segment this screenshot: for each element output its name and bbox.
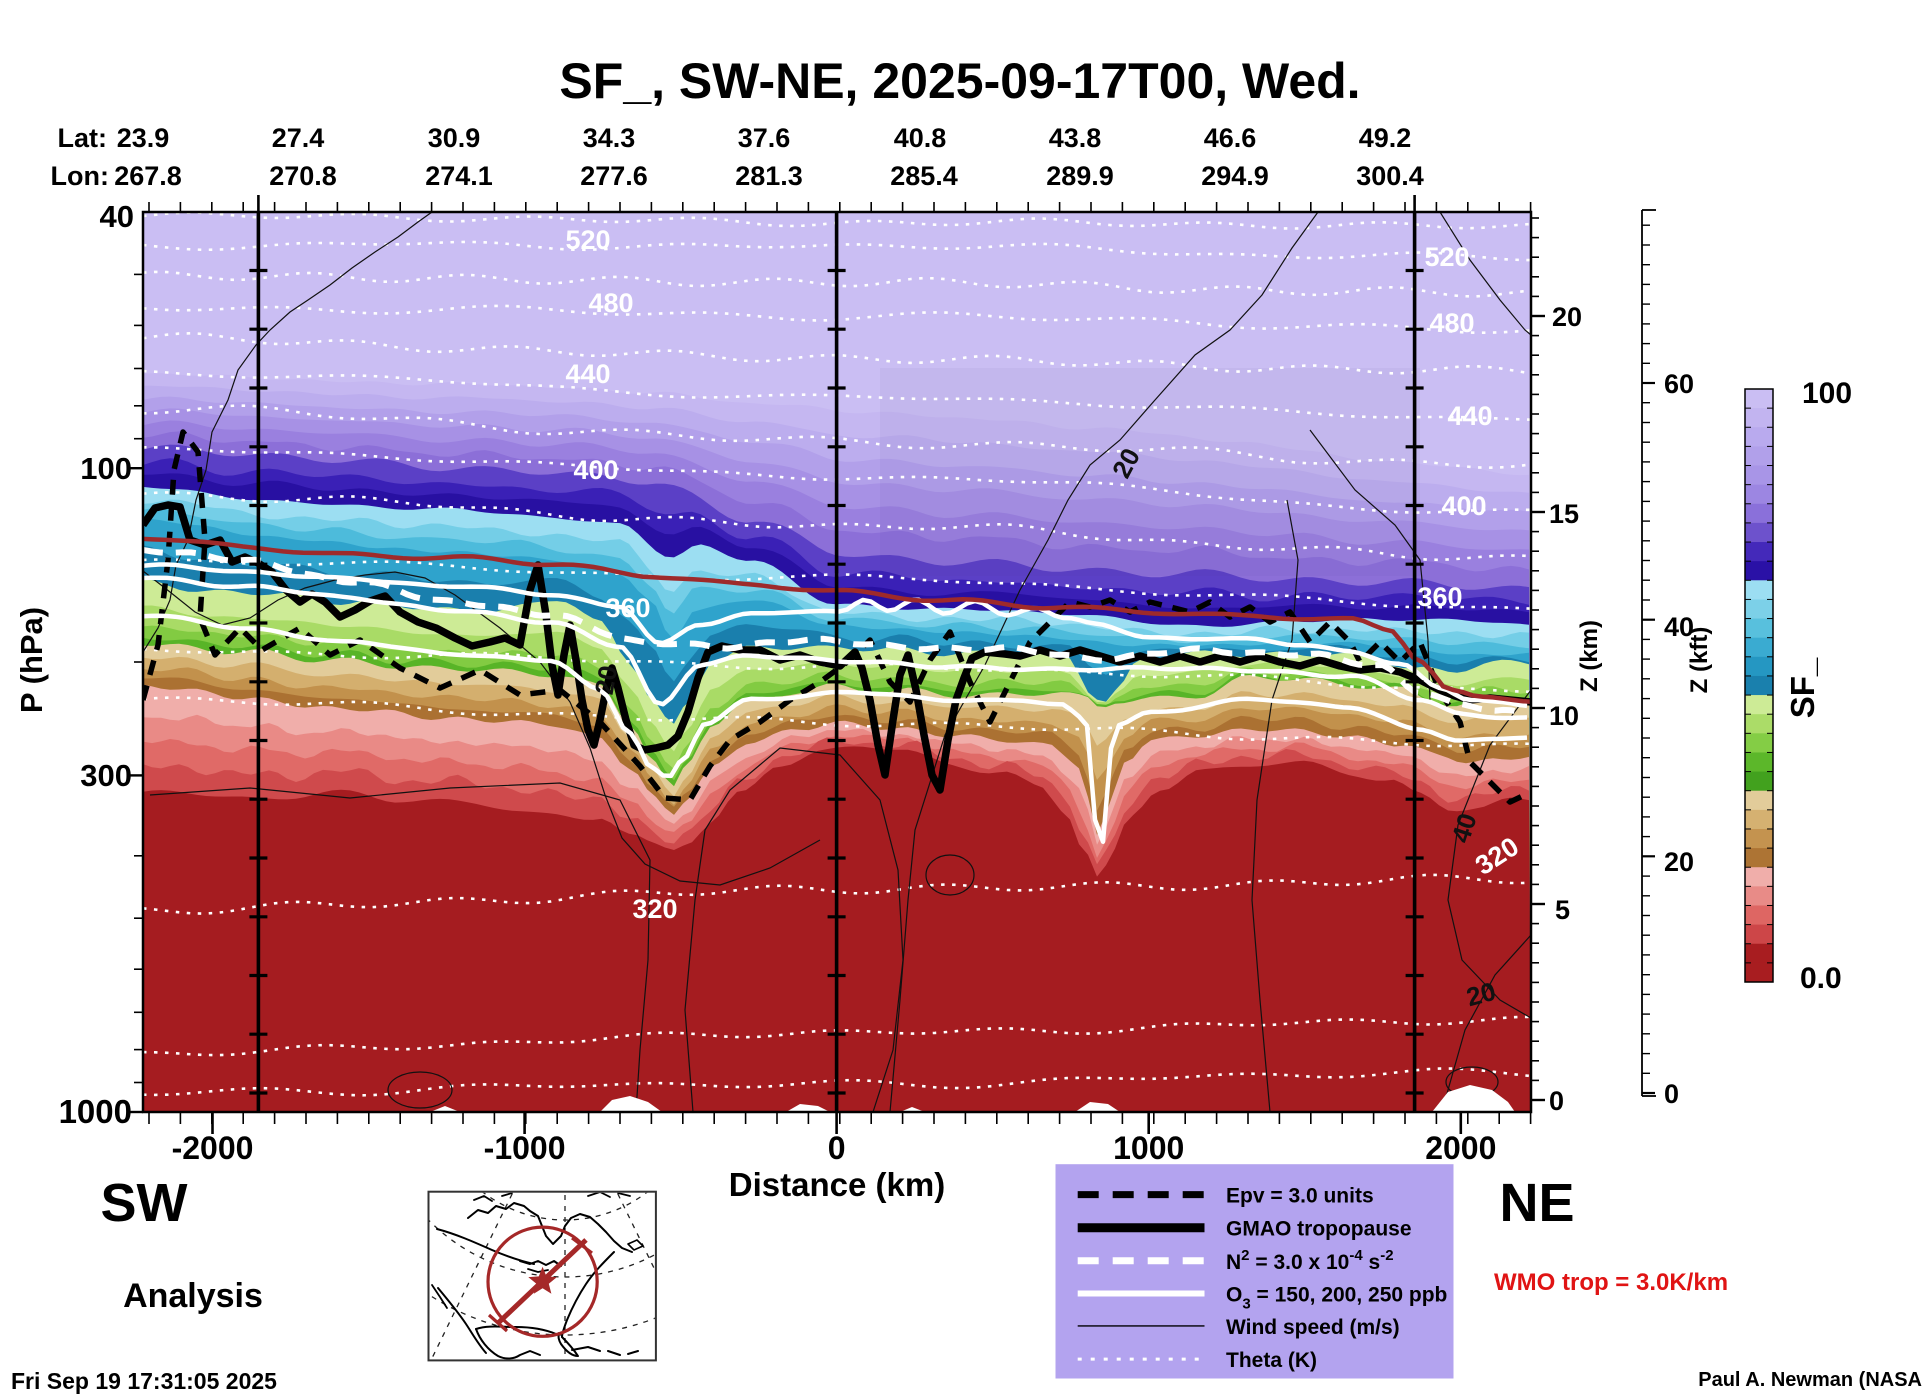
svg-text:300.4: 300.4 (1356, 161, 1424, 191)
svg-text:Paul A. Newman (NASA: Paul A. Newman (NASA (1698, 1369, 1922, 1391)
svg-text:289.9: 289.9 (1046, 161, 1114, 191)
svg-text:270.8: 270.8 (269, 161, 337, 191)
svg-text:23.9: 23.9 (117, 123, 170, 153)
svg-text:5: 5 (1555, 895, 1570, 925)
svg-text:Analysis: Analysis (123, 1277, 263, 1315)
svg-text:Fri Sep 19 17:31:05 2025: Fri Sep 19 17:31:05 2025 (11, 1368, 277, 1394)
svg-text:360: 360 (605, 593, 650, 623)
svg-text:Epv = 3.0 units: Epv = 3.0 units (1226, 1185, 1374, 1208)
svg-text:20: 20 (1664, 847, 1694, 877)
svg-text:Z (km): Z (km) (1576, 620, 1603, 692)
svg-text:400: 400 (1441, 491, 1486, 521)
svg-text:WMO trop = 3.0K/km: WMO trop = 3.0K/km (1494, 1269, 1728, 1296)
svg-text:Theta (K): Theta (K) (1226, 1349, 1317, 1372)
svg-text:100: 100 (80, 451, 132, 486)
svg-text:Lat:: Lat: (58, 123, 108, 153)
svg-text:N2 = 3.0 x 10-4 s-2: N2 = 3.0 x 10-4 s-2 (1226, 1247, 1394, 1274)
svg-text:480: 480 (588, 288, 633, 318)
svg-text:360: 360 (1417, 582, 1462, 612)
svg-text:440: 440 (1447, 401, 1492, 431)
svg-text:285.4: 285.4 (890, 161, 958, 191)
svg-text:267.8: 267.8 (114, 161, 182, 191)
svg-text:294.9: 294.9 (1201, 161, 1269, 191)
svg-text:300: 300 (80, 758, 132, 793)
svg-text:Z (kft): Z (kft) (1686, 627, 1713, 694)
svg-text:Lon:: Lon: (51, 161, 109, 191)
svg-text:Wind speed (m/s): Wind speed (m/s) (1226, 1316, 1400, 1339)
svg-text:-2000: -2000 (172, 1130, 254, 1166)
svg-text:40.8: 40.8 (894, 123, 947, 153)
svg-text:30.9: 30.9 (428, 123, 481, 153)
svg-text:320: 320 (632, 894, 677, 924)
svg-text:49.2: 49.2 (1359, 123, 1412, 153)
svg-text:400: 400 (573, 455, 618, 485)
svg-text:1000: 1000 (1113, 1130, 1184, 1166)
svg-text:-1000: -1000 (484, 1130, 566, 1166)
svg-text:SW: SW (101, 1173, 188, 1233)
svg-text:43.8: 43.8 (1049, 123, 1102, 153)
svg-text:277.6: 277.6 (580, 161, 648, 191)
svg-text:SF_, SW-NE, 2025-09-17T00, Wed: SF_, SW-NE, 2025-09-17T00, Wed. (559, 53, 1360, 109)
svg-text:15: 15 (1549, 499, 1579, 529)
svg-text:1000: 1000 (59, 1093, 132, 1130)
svg-text:NE: NE (1499, 1173, 1574, 1233)
svg-text:0: 0 (828, 1130, 846, 1166)
svg-text:GMAO tropopause: GMAO tropopause (1226, 1218, 1412, 1241)
svg-text:SF_: SF_ (1784, 657, 1821, 718)
svg-text:274.1: 274.1 (425, 161, 493, 191)
svg-text:20: 20 (589, 663, 624, 697)
svg-text:100: 100 (1802, 377, 1852, 410)
svg-text:20: 20 (1552, 302, 1582, 332)
svg-text:0: 0 (1549, 1086, 1564, 1116)
svg-text:0: 0 (1664, 1079, 1679, 1109)
svg-text:10: 10 (1549, 701, 1579, 731)
svg-text:60: 60 (1664, 369, 1694, 399)
svg-text:40: 40 (1664, 612, 1694, 642)
svg-text:27.4: 27.4 (272, 123, 325, 153)
svg-text:46.6: 46.6 (1204, 123, 1257, 153)
svg-text:281.3: 281.3 (735, 161, 803, 191)
svg-text:34.3: 34.3 (583, 123, 636, 153)
svg-text:520: 520 (1424, 242, 1469, 272)
svg-text:480: 480 (1429, 308, 1474, 338)
svg-text:Distance (km): Distance (km) (729, 1166, 945, 1203)
svg-text:0.0: 0.0 (1800, 962, 1842, 995)
svg-text:2000: 2000 (1425, 1130, 1496, 1166)
svg-text:37.6: 37.6 (738, 123, 791, 153)
svg-text:440: 440 (565, 359, 610, 389)
svg-text:520: 520 (565, 225, 610, 255)
svg-text:P (hPa): P (hPa) (14, 607, 49, 713)
svg-text:40: 40 (100, 199, 134, 234)
